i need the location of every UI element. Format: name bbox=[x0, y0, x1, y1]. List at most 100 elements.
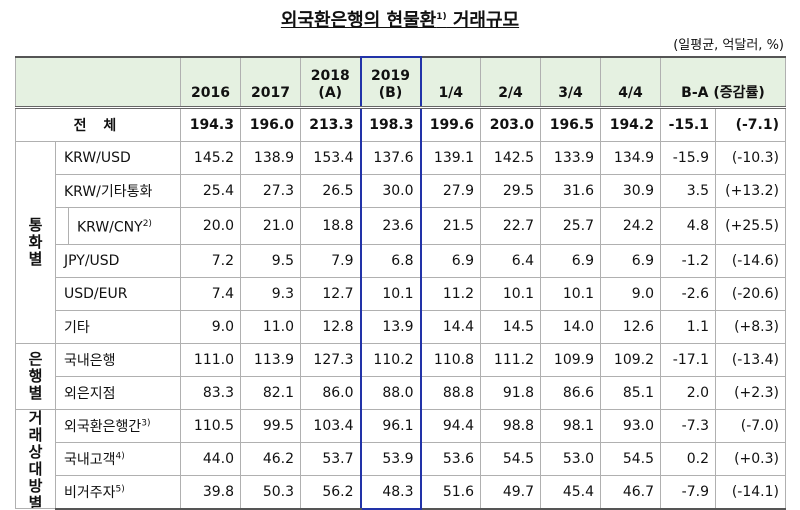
value-cell: 91.8 bbox=[480, 375, 541, 410]
value-cell: 20.0 bbox=[180, 207, 241, 245]
value-cell: 7.4 bbox=[180, 276, 241, 311]
value-cell: 98.8 bbox=[480, 408, 541, 443]
value-cell: 194.3 bbox=[180, 106, 241, 142]
value-cell: 85.1 bbox=[600, 375, 661, 410]
value-cell: 10.1 bbox=[540, 276, 601, 311]
value-cell: 134.9 bbox=[600, 141, 661, 175]
rate-cell: (-20.6) bbox=[715, 276, 786, 311]
value-cell: 10.1 bbox=[480, 276, 541, 311]
header-cell: B-A (증감률) bbox=[660, 56, 786, 108]
title-text: 거래규모 bbox=[446, 10, 520, 31]
value-cell: 54.5 bbox=[480, 441, 541, 476]
value-cell: 142.5 bbox=[480, 141, 541, 175]
value-cell: 110.8 bbox=[420, 342, 481, 377]
row-label: KRW/USD bbox=[55, 141, 181, 175]
data-row: KRW/기타통화 25.4 27.3 26.5 30.0 27.9 29.5 31.6 30.9… bbox=[16, 174, 786, 208]
value-cell: -7.3 bbox=[660, 408, 716, 443]
group-label: 통화별 bbox=[15, 141, 56, 344]
value-cell: 86.6 bbox=[540, 375, 601, 410]
value-cell: 31.6 bbox=[540, 174, 601, 208]
value-cell: 88.8 bbox=[420, 375, 481, 410]
value-cell: 22.7 bbox=[480, 207, 541, 245]
value-cell: 12.7 bbox=[300, 276, 361, 311]
label-text: KRW/CNY bbox=[77, 219, 143, 236]
rate-cell: (-7.1) bbox=[715, 106, 786, 142]
value-cell: 99.5 bbox=[240, 408, 301, 443]
row-label: 외국환은행간3) bbox=[55, 408, 181, 443]
header-cell bbox=[15, 56, 181, 108]
header-cell: 2/4 bbox=[480, 56, 541, 108]
value-cell: 137.6 bbox=[359, 141, 422, 175]
value-cell: 109.9 bbox=[540, 342, 601, 377]
rate-cell: (+25.5) bbox=[715, 207, 786, 245]
data-row: 기타 9.0 11.0 12.8 13.9 14.4 14.5 14.0 12.6 1.1 (+8.… bbox=[16, 309, 786, 344]
label-note: 3) bbox=[141, 418, 151, 428]
value-cell: 53.7 bbox=[300, 441, 361, 476]
value-cell: 24.2 bbox=[600, 207, 661, 245]
row-label: KRW/CNY2) bbox=[55, 207, 181, 245]
label-text: 국내은행 bbox=[64, 352, 116, 369]
label-text: 국내고객 bbox=[64, 451, 116, 468]
value-cell: 29.5 bbox=[480, 174, 541, 208]
header-cell: 3/4 bbox=[540, 56, 601, 108]
value-cell: 96.1 bbox=[359, 408, 422, 443]
data-row: 통화별 KRW/USD 145.2 138.9 153.4 137.6 139.1 142.5… bbox=[15, 141, 786, 344]
rate-cell: (+13.2) bbox=[715, 174, 786, 208]
value-cell: 9.0 bbox=[600, 276, 661, 311]
value-cell: 139.1 bbox=[420, 141, 481, 175]
value-cell: 133.9 bbox=[540, 141, 601, 175]
value-cell: 21.5 bbox=[420, 207, 481, 245]
header-cell: 2016 bbox=[180, 56, 241, 108]
total-row: 전 체 194.3 196.0 213.3 198.3 199.6 203.0 196.5 19… bbox=[15, 106, 786, 142]
value-cell: 26.5 bbox=[300, 174, 361, 208]
value-cell: 196.0 bbox=[240, 106, 301, 142]
label-note: 2) bbox=[142, 219, 152, 229]
value-cell: 30.0 bbox=[359, 174, 422, 208]
value-cell: 10.1 bbox=[359, 276, 422, 311]
title-note: 1) bbox=[436, 12, 447, 22]
label-note: 5) bbox=[115, 484, 125, 494]
value-cell: 27.9 bbox=[420, 174, 481, 208]
value-cell: 198.3 bbox=[359, 106, 422, 142]
value-cell: 27.3 bbox=[240, 174, 301, 208]
value-cell: 6.9 bbox=[600, 243, 661, 278]
label-text: JPY/USD bbox=[64, 252, 120, 269]
row-label: JPY/USD bbox=[55, 243, 181, 278]
rate-cell: (-7.0) bbox=[715, 408, 786, 443]
value-cell: 7.2 bbox=[180, 243, 241, 278]
value-cell: 93.0 bbox=[600, 408, 661, 443]
value-cell: -15.1 bbox=[660, 106, 716, 142]
value-cell: 111.2 bbox=[480, 342, 541, 377]
label-text: 외은지점 bbox=[64, 385, 116, 402]
row-label: 외은지점 bbox=[55, 375, 181, 410]
value-cell: 145.2 bbox=[180, 141, 241, 175]
sub-label: KRW/CNY2) bbox=[68, 208, 152, 244]
data-row: JPY/USD 7.2 9.5 7.9 6.8 6.9 6.4 6.9 6.9 -1.2 (-14.… bbox=[16, 243, 786, 278]
header-cell: 2019 (B) bbox=[359, 56, 422, 108]
value-cell: 2.0 bbox=[660, 375, 716, 410]
value-cell: 25.4 bbox=[180, 174, 241, 208]
value-cell: 109.2 bbox=[600, 342, 661, 377]
year: 2018 bbox=[310, 68, 350, 84]
value-cell: -2.6 bbox=[660, 276, 716, 311]
header-cell: 2018 (A) bbox=[300, 56, 361, 108]
value-cell: 54.5 bbox=[600, 441, 661, 476]
rate-cell: (+0.3) bbox=[715, 441, 786, 476]
header-cell: 4/4 bbox=[600, 56, 661, 108]
value-cell: 4.8 bbox=[660, 207, 716, 245]
value-cell: 94.4 bbox=[420, 408, 481, 443]
value-cell: 6.8 bbox=[359, 243, 422, 278]
value-cell: 13.9 bbox=[359, 309, 422, 344]
label-text: 외국환은행간 bbox=[64, 418, 142, 435]
value-cell: 14.0 bbox=[540, 309, 601, 344]
rate-cell: (-14.6) bbox=[715, 243, 786, 278]
value-cell: 23.6 bbox=[359, 207, 422, 245]
label-note: 4) bbox=[115, 451, 125, 461]
value-cell: 111.0 bbox=[180, 342, 241, 377]
row-label: 국내고객4) bbox=[55, 441, 181, 476]
value-cell: 103.4 bbox=[300, 408, 361, 443]
group-label: 은행별 bbox=[15, 342, 56, 410]
header-cell: 2017 bbox=[240, 56, 301, 108]
label-text: 기타 bbox=[64, 319, 90, 336]
